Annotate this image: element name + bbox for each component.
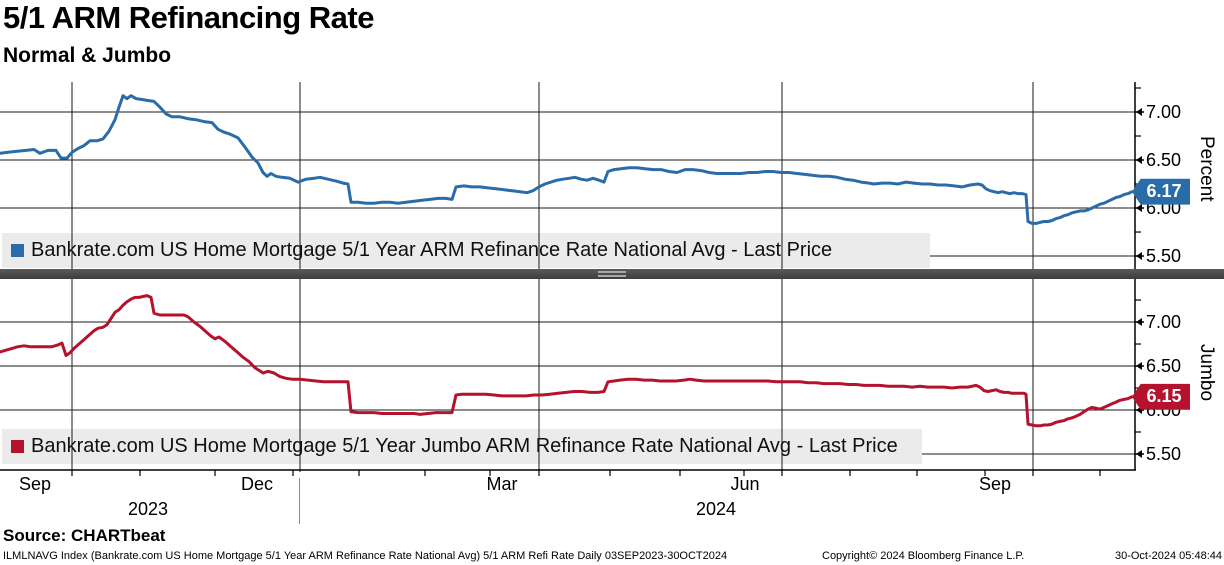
x-axis-month-label: Sep	[978, 474, 1012, 494]
y-tick-arrow-icon	[1136, 362, 1142, 371]
y-tick-arrow-icon	[1136, 156, 1142, 165]
last-price-value-normal: 6.17	[1146, 181, 1182, 202]
footnote-timestamp: 30-Oct-2024 05:48:44	[1114, 550, 1222, 562]
page-subtitle: Normal & Jumbo	[3, 44, 172, 67]
series-line-normal	[0, 94, 1134, 225]
y-axis-tick-label: 7.00	[1146, 102, 1182, 122]
last-price-tag-normal[interactable]: 6.17	[1132, 178, 1190, 205]
y-axis-title-jumbo: Jumbo	[1196, 344, 1217, 402]
x-axis-month-label: Jun	[730, 474, 760, 494]
series-line-jumbo	[0, 294, 1134, 428]
last-price-tag-jumbo[interactable]: 6.15	[1132, 383, 1190, 410]
legend-jumbo-label: Bankrate.com US Home Mortgage 5/1 Year J…	[31, 435, 898, 457]
y-tick-arrow-icon	[1136, 449, 1142, 458]
legend-jumbo-arm[interactable]: Bankrate.com US Home Mortgage 5/1 Year J…	[2, 429, 922, 464]
y-tick-arrow-icon	[1136, 108, 1142, 117]
y-axis-tick-label: 5.50	[1146, 443, 1182, 464]
x-axis-month-label: Dec	[240, 474, 274, 494]
divider-grip-icon[interactable]	[598, 271, 626, 277]
x-axis-month-label: Sep	[18, 474, 52, 494]
footnote-copyright: Copyright© 2024 Bloomberg Finance L.P.	[822, 550, 1025, 562]
y-axis-tick-label: 7.00	[1146, 312, 1182, 333]
y-axis-tick-label: 6.50	[1146, 150, 1182, 171]
legend-normal-arm[interactable]: Bankrate.com US Home Mortgage 5/1 Year A…	[2, 233, 930, 268]
x-axis-month-label: Mar	[486, 474, 518, 494]
y-tick-arrow-icon	[1136, 204, 1142, 213]
source-label: Source: CHARTbeat	[3, 526, 166, 545]
year-separator-line	[299, 478, 300, 524]
panel-divider[interactable]	[0, 269, 1224, 279]
last-price-value-jumbo: 6.15	[1146, 386, 1182, 407]
legend-normal-label: Bankrate.com US Home Mortgage 5/1 Year A…	[31, 239, 833, 261]
legend-swatch-blue-icon	[11, 244, 24, 257]
x-axis-year-label: 2023	[127, 499, 169, 519]
y-axis-tick-label: 6.50	[1146, 356, 1182, 376]
footnote-description: ILMLNAVG Index (Bankrate.com US Home Mor…	[3, 550, 728, 562]
page-title: 5/1 ARM Refinancing Rate	[3, 0, 374, 35]
y-axis-title-percent: Percent	[1196, 136, 1217, 202]
y-tick-arrow-icon	[1136, 318, 1142, 327]
y-axis-tick-label: 5.50	[1146, 246, 1182, 267]
y-tick-arrow-icon	[1136, 252, 1142, 261]
x-axis-year-label: 2024	[695, 499, 737, 519]
legend-swatch-red-icon	[11, 440, 24, 453]
